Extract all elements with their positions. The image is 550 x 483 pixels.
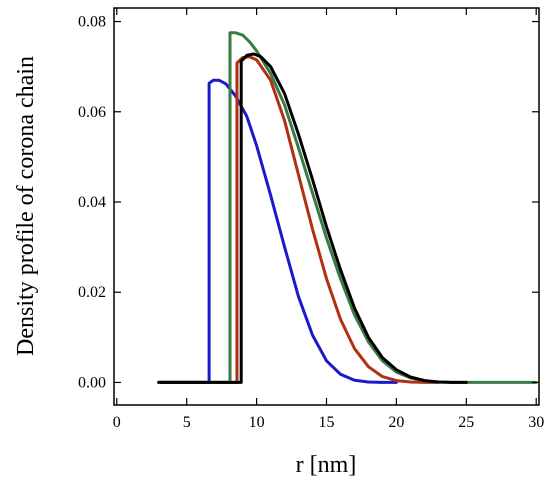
series-line-1 xyxy=(157,78,398,384)
x-tick-label: 0 xyxy=(113,414,121,431)
y-tick-label: 0.00 xyxy=(78,374,106,391)
plot-frame xyxy=(113,7,540,406)
x-tick-label: 20 xyxy=(388,414,404,431)
y-tick-label: 0.04 xyxy=(78,194,106,211)
y-tick-label: 0.08 xyxy=(78,14,106,31)
series-layer xyxy=(157,31,538,384)
x-tick-label: 10 xyxy=(249,414,265,431)
y-axis: 0.00 0.02 0.04 0.06 0.08 xyxy=(78,14,539,391)
series-line-2 xyxy=(157,55,440,384)
y-tick-label: 0.06 xyxy=(78,104,106,121)
y-axis-title: Density profile of corona chain xyxy=(13,56,39,356)
y-tick-label: 0.02 xyxy=(78,284,106,301)
x-tick-label: 25 xyxy=(458,414,474,431)
x-axis-title: r [nm] xyxy=(296,452,357,478)
series-line-3 xyxy=(157,31,538,384)
x-tick-label: 15 xyxy=(319,414,335,431)
x-tick-label: 5 xyxy=(183,414,191,431)
x-tick-label: 30 xyxy=(528,414,544,431)
x-axis: 0 5 10 15 20 25 30 xyxy=(113,8,544,431)
series-line-4 xyxy=(157,52,468,384)
